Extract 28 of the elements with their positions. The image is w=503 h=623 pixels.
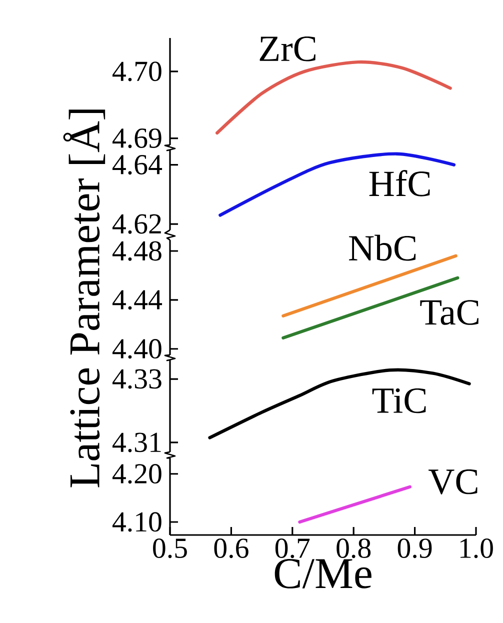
x-tick-label: 0.5	[153, 538, 187, 558]
x-tick-label: 0.6	[214, 538, 248, 558]
y-tick-label: 4.33	[112, 369, 162, 389]
x-tick-label: 0.8	[336, 538, 371, 558]
y-tick-label: 4.70	[112, 62, 162, 82]
y-tick-label: 4.48	[112, 241, 162, 261]
series-label: TaC	[420, 300, 478, 325]
y-tick-label: 4.44	[112, 290, 162, 310]
x-axis-title: C/Me	[274, 558, 372, 588]
x-tick-label: 0.7	[275, 538, 310, 558]
series-label: TiC	[372, 388, 426, 414]
y-tick-label: 4.31	[112, 432, 161, 452]
series-label: HfC	[369, 170, 430, 196]
y-tick-label: 4.40	[112, 339, 162, 359]
x-tick-label: 1.0	[460, 538, 493, 558]
x-tick-label: 0.9	[398, 538, 432, 558]
series-label: NbC	[349, 234, 416, 261]
series-label: ZrC	[260, 36, 316, 62]
y-tick-label: 4.10	[112, 512, 162, 532]
line-series	[216, 60, 452, 135]
y-axis-title: Lattice Parameter [Å]	[63, 110, 106, 488]
line-series	[208, 368, 471, 440]
y-tick-label: 4.69	[112, 128, 162, 148]
y-tick-label: 4.64	[112, 155, 162, 175]
y-tick-label: 4.20	[112, 464, 162, 484]
series-label: VC	[428, 469, 478, 494]
line-series	[218, 152, 456, 217]
y-tick-label: 4.62	[112, 214, 161, 234]
